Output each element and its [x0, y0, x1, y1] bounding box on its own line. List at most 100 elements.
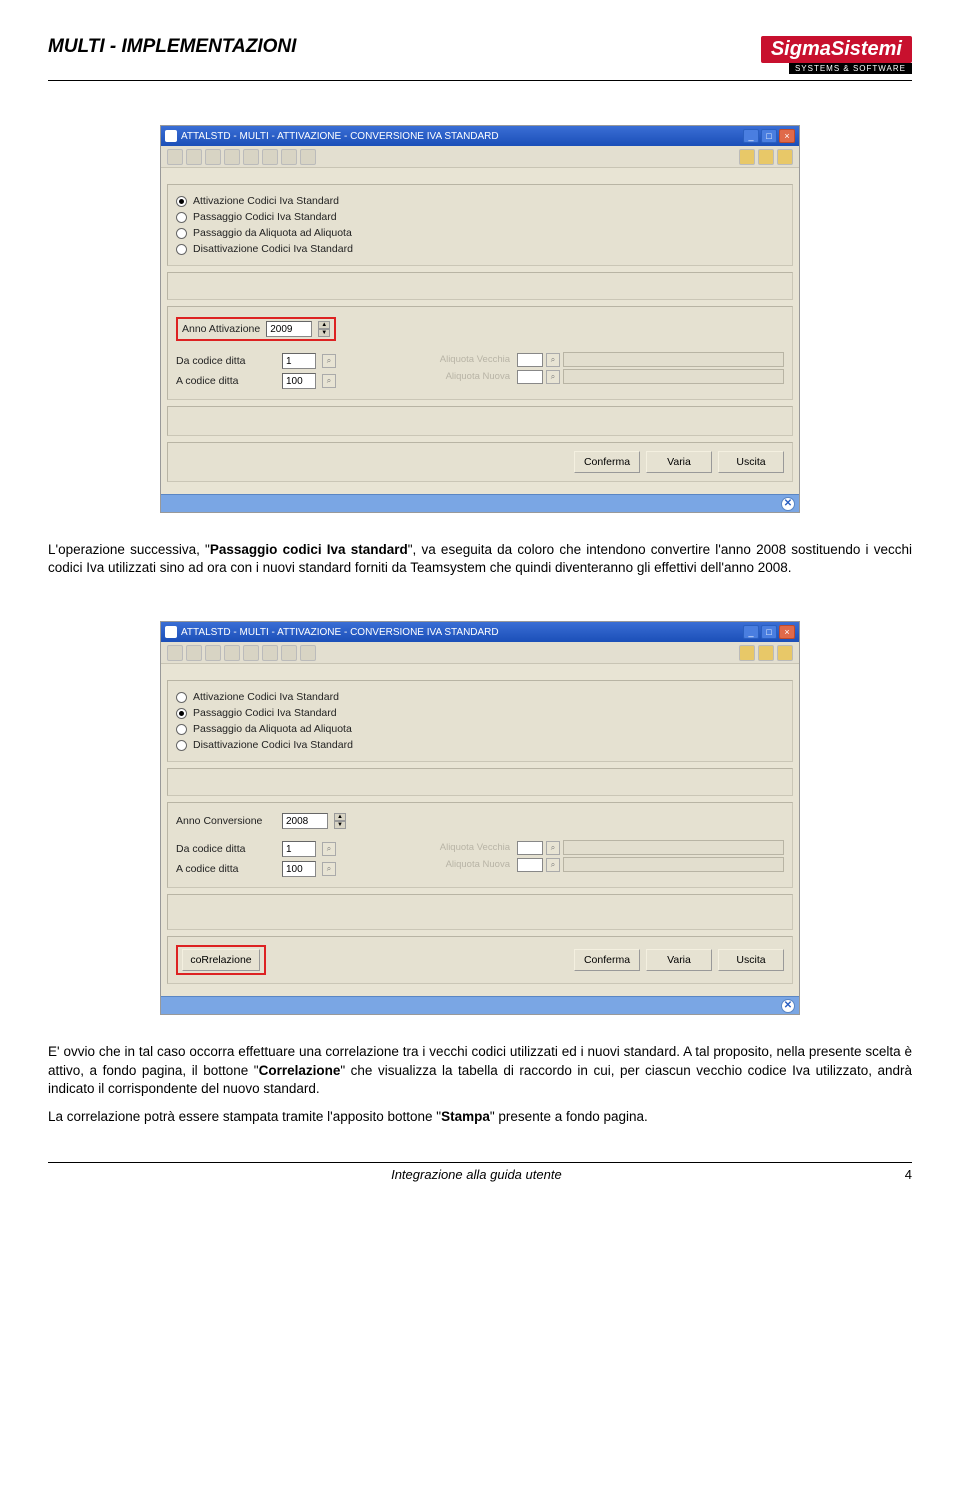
- toolbar-icon[interactable]: [281, 645, 297, 661]
- screenshot-2: ATTALSTD - MULTI - ATTIVAZIONE - CONVERS…: [160, 621, 800, 1015]
- titlebar: ATTALSTD - MULTI - ATTIVAZIONE - CONVERS…: [161, 622, 799, 642]
- conferma-button[interactable]: Conferma: [574, 451, 640, 473]
- radio-passaggio[interactable]: [176, 212, 187, 223]
- toolbar-icon[interactable]: [300, 645, 316, 661]
- aliquota-nuova-input[interactable]: [517, 370, 543, 384]
- aliquota-vecchia-input[interactable]: [517, 353, 543, 367]
- window-title: ATTALSTD - MULTI - ATTIVAZIONE - CONVERS…: [181, 627, 499, 638]
- highlight-anno: Anno Attivazione 2009 ▲▼: [176, 317, 336, 341]
- aliquota-desc: [563, 369, 784, 384]
- window-title: ATTALSTD - MULTI - ATTIVAZIONE - CONVERS…: [181, 131, 499, 142]
- titlebar: ATTALSTD - MULTI - ATTIVAZIONE - CONVERS…: [161, 126, 799, 146]
- radio-attivazione[interactable]: [176, 196, 187, 207]
- year-spinner[interactable]: ▲▼: [334, 813, 346, 829]
- footer-text: Integrazione alla guida utente: [48, 1167, 905, 1182]
- uscita-button[interactable]: Uscita: [718, 949, 784, 971]
- radio-label: Disattivazione Codici Iva Standard: [193, 243, 353, 255]
- toolbar-icon[interactable]: [281, 149, 297, 165]
- radio-group: Attivazione Codici Iva Standard Passaggi…: [167, 680, 793, 762]
- toolbar-icon[interactable]: [205, 645, 221, 661]
- lookup-icon[interactable]: ⌕: [322, 374, 336, 388]
- logo: SigmaSistemi SYSTEMS & SOFTWARE: [761, 36, 912, 74]
- radio-passaggio[interactable]: [176, 708, 187, 719]
- radio-label: Passaggio Codici Iva Standard: [193, 707, 337, 719]
- help-icon[interactable]: [739, 645, 755, 661]
- footer-rule: [48, 1162, 912, 1163]
- toolbar-icon[interactable]: [262, 149, 278, 165]
- lookup-icon[interactable]: ⌕: [546, 841, 560, 855]
- uscita-button[interactable]: Uscita: [718, 451, 784, 473]
- minimize-button[interactable]: _: [743, 625, 759, 639]
- logo-main: SigmaSistemi: [761, 36, 912, 63]
- toolbar-icon[interactable]: [262, 645, 278, 661]
- lookup-icon[interactable]: ⌕: [546, 353, 560, 367]
- help-icon[interactable]: [777, 149, 793, 165]
- toolbar-icon[interactable]: [224, 149, 240, 165]
- conferma-button[interactable]: Conferma: [574, 949, 640, 971]
- year-input[interactable]: 2008: [282, 813, 328, 829]
- radio-attivazione[interactable]: [176, 692, 187, 703]
- help-icon[interactable]: [739, 149, 755, 165]
- header-rule: [48, 80, 912, 81]
- varia-button[interactable]: Varia: [646, 451, 712, 473]
- logo-sub: SYSTEMS & SOFTWARE: [789, 63, 912, 74]
- toolbar: [161, 642, 799, 664]
- aliquota-nuova-label: Aliquota Nuova: [426, 371, 514, 382]
- toolbar-icon[interactable]: [186, 149, 202, 165]
- radio-disattivazione[interactable]: [176, 740, 187, 751]
- lookup-icon[interactable]: ⌕: [322, 842, 336, 856]
- aliquota-desc: [563, 352, 784, 367]
- radio-label: Passaggio Codici Iva Standard: [193, 211, 337, 223]
- footer: Integrazione alla guida utente 4: [48, 1167, 912, 1182]
- help-icon[interactable]: [758, 149, 774, 165]
- da-input[interactable]: 1: [282, 353, 316, 369]
- da-label: Da codice ditta: [176, 843, 276, 855]
- close-button[interactable]: ×: [779, 129, 795, 143]
- paragraph-1: L'operazione successiva, "Passaggio codi…: [48, 541, 912, 577]
- toolbar-icon[interactable]: [167, 645, 183, 661]
- year-label: Anno Attivazione: [182, 323, 260, 335]
- toolbar-icon[interactable]: [300, 149, 316, 165]
- minimize-button[interactable]: _: [743, 129, 759, 143]
- aliquota-desc: [563, 857, 784, 872]
- toolbar: [161, 146, 799, 168]
- year-input[interactable]: 2009: [266, 321, 312, 337]
- aliquota-nuova-label: Aliquota Nuova: [426, 859, 514, 870]
- lookup-icon[interactable]: ⌕: [322, 862, 336, 876]
- maximize-button[interactable]: □: [761, 625, 777, 639]
- radio-label: Attivazione Codici Iva Standard: [193, 691, 339, 703]
- toolbar-icon[interactable]: [243, 645, 259, 661]
- paragraph-3: La correlazione potrà essere stampata tr…: [48, 1108, 912, 1126]
- a-input[interactable]: 100: [282, 861, 316, 877]
- year-spinner[interactable]: ▲▼: [318, 321, 330, 337]
- status-close-icon[interactable]: ✕: [781, 497, 795, 511]
- lookup-icon[interactable]: ⌕: [546, 370, 560, 384]
- toolbar-icon[interactable]: [167, 149, 183, 165]
- app-icon: [165, 626, 177, 638]
- varia-button[interactable]: Varia: [646, 949, 712, 971]
- toolbar-icon[interactable]: [186, 645, 202, 661]
- aliquota-vecchia-label: Aliquota Vecchia: [426, 354, 514, 365]
- aliquota-desc: [563, 840, 784, 855]
- lookup-icon[interactable]: ⌕: [322, 354, 336, 368]
- a-input[interactable]: 100: [282, 373, 316, 389]
- aliquota-nuova-input[interactable]: [517, 858, 543, 872]
- lookup-icon[interactable]: ⌕: [546, 858, 560, 872]
- radio-label: Passaggio da Aliquota ad Aliquota: [193, 723, 352, 735]
- aliquota-vecchia-input[interactable]: [517, 841, 543, 855]
- correlazione-button[interactable]: coRrelazione: [182, 949, 260, 971]
- toolbar-icon[interactable]: [205, 149, 221, 165]
- year-label: Anno Conversione: [176, 815, 276, 827]
- radio-disattivazione[interactable]: [176, 244, 187, 255]
- maximize-button[interactable]: □: [761, 129, 777, 143]
- page-number: 4: [905, 1167, 912, 1182]
- radio-aliquota[interactable]: [176, 228, 187, 239]
- status-close-icon[interactable]: ✕: [781, 999, 795, 1013]
- help-icon[interactable]: [777, 645, 793, 661]
- close-button[interactable]: ×: [779, 625, 795, 639]
- radio-aliquota[interactable]: [176, 724, 187, 735]
- toolbar-icon[interactable]: [224, 645, 240, 661]
- help-icon[interactable]: [758, 645, 774, 661]
- da-input[interactable]: 1: [282, 841, 316, 857]
- toolbar-icon[interactable]: [243, 149, 259, 165]
